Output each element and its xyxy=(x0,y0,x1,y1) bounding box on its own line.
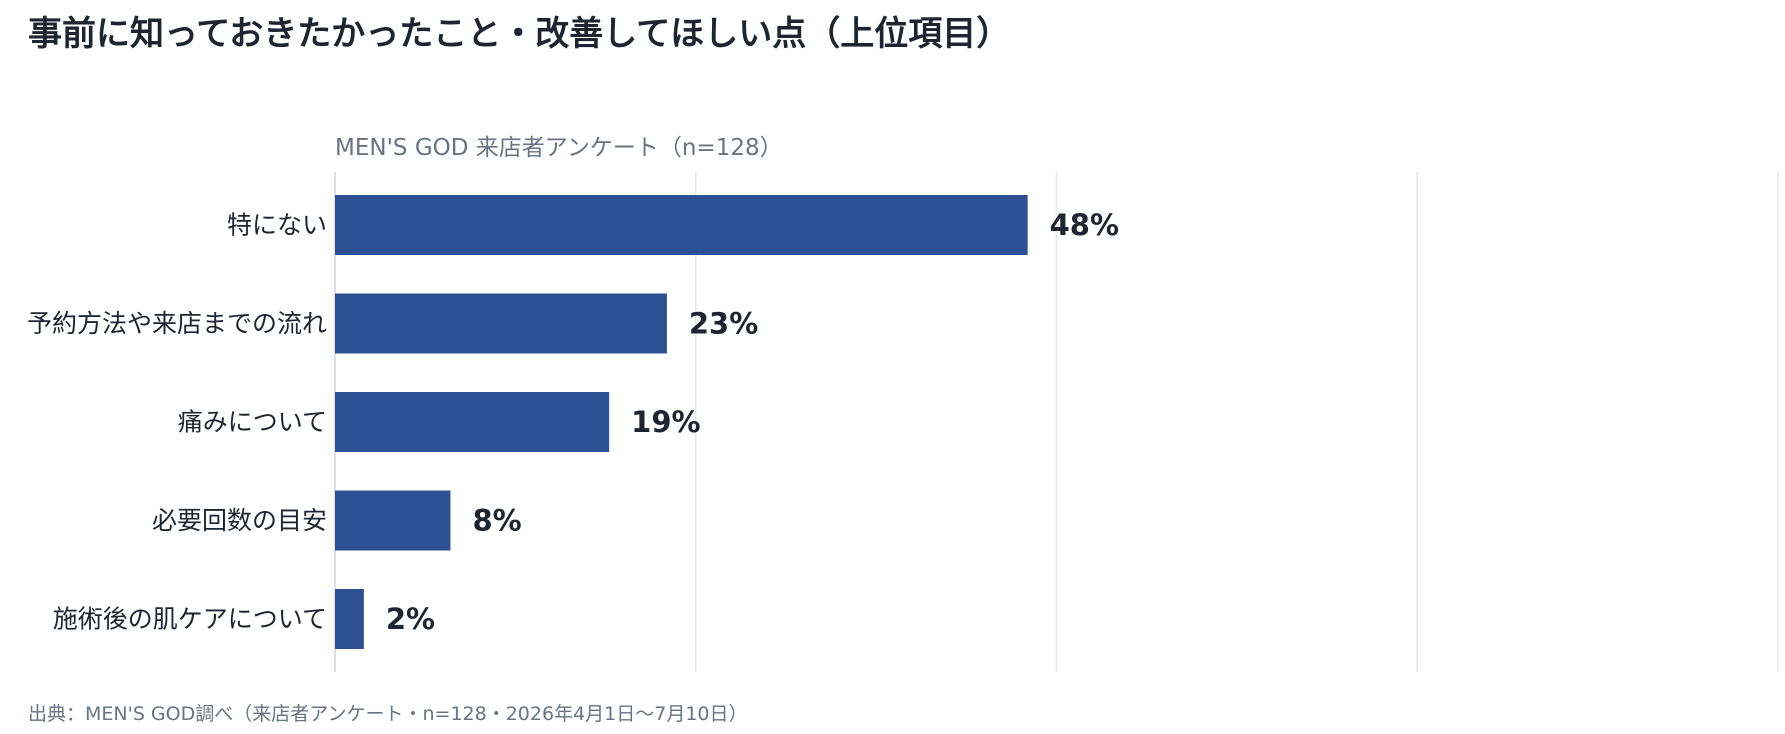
bar xyxy=(335,490,451,551)
category-label: 必要回数の目安 xyxy=(152,506,327,535)
value-label: 23% xyxy=(689,307,758,341)
label-layer: 特にない 48% 予約方法や来店までの流れ 23% 痛みについて 19% 必要回数の目安 8%… xyxy=(27,208,1119,636)
bar-chart: 特にない 48% 予約方法や来店までの流れ 23% 痛みについて 19% 必要回数の目安 8%… xyxy=(27,172,1779,672)
chart-title: 事前に知っておきたかったこと・改善してほしい点（上位項目） xyxy=(28,14,1011,54)
value-label: 19% xyxy=(631,405,700,439)
bar xyxy=(335,293,667,354)
value-label: 2% xyxy=(386,602,435,636)
value-label: 8% xyxy=(472,504,521,538)
category-label: 予約方法や来店までの流れ xyxy=(27,309,327,338)
source-note: 出典：MEN'S GOD調べ（来店者アンケート・n=128・2026年4月1日〜… xyxy=(28,703,748,725)
bar xyxy=(335,589,364,649)
bar xyxy=(335,195,1028,255)
category-label: 特にない xyxy=(227,211,327,240)
value-label: 48% xyxy=(1050,208,1119,242)
category-label: 痛みについて xyxy=(178,408,327,437)
bar xyxy=(335,392,610,452)
bar-layer xyxy=(335,195,1028,649)
chart-subtitle: MEN'S GOD 来店者アンケート（n=128） xyxy=(335,135,783,161)
category-label: 施術後の肌ケアについて xyxy=(53,605,327,634)
